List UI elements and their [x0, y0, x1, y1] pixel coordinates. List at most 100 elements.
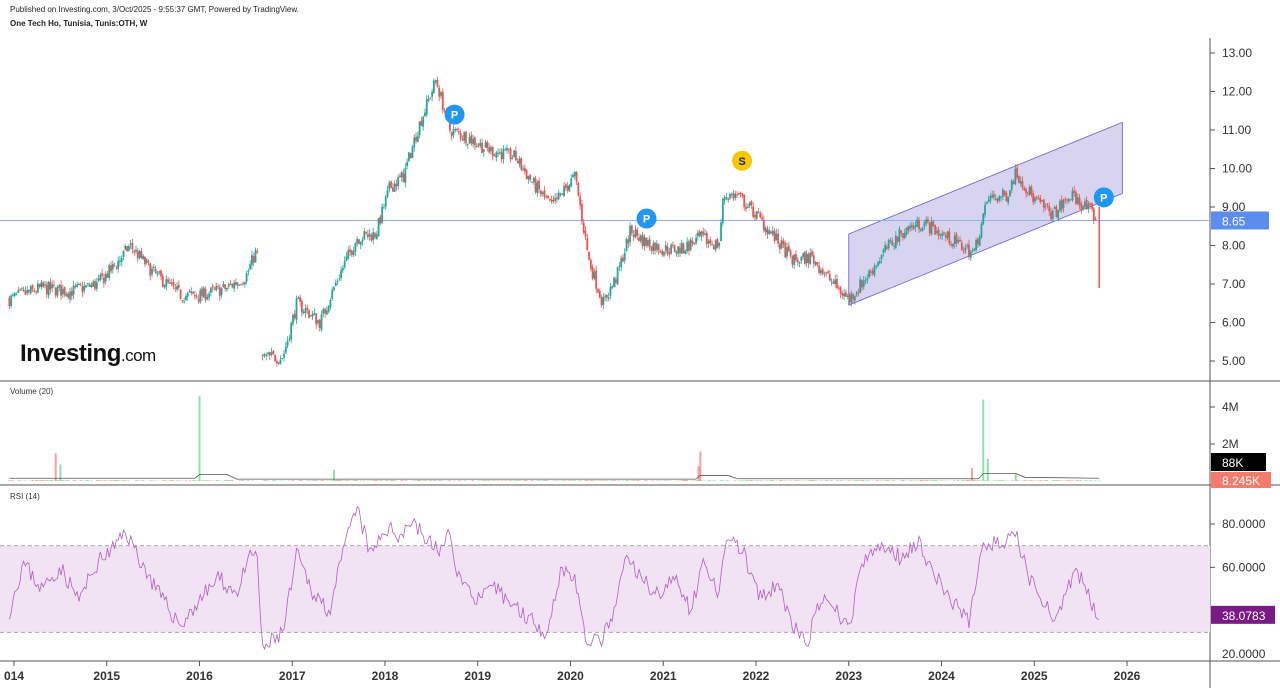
candle-body [13, 293, 16, 296]
candle-body [384, 196, 387, 207]
candle-body [158, 271, 161, 273]
x-tick-label: 2026 [1114, 669, 1141, 683]
candle-body [762, 219, 765, 231]
candle-body [718, 243, 721, 247]
volume-bar [1059, 480, 1061, 481]
candle-body [1026, 192, 1029, 194]
volume-bar [829, 480, 831, 481]
candle-body [564, 184, 567, 188]
volume-spike [54, 453, 57, 481]
candle-body [53, 284, 55, 287]
volume-bar [518, 480, 521, 481]
volume-bar [722, 480, 724, 481]
volume-bar [625, 480, 628, 481]
volume-bar [1085, 480, 1088, 481]
volume-bar [142, 480, 144, 481]
volume-bar [113, 480, 116, 481]
candle-body [290, 323, 293, 340]
candle-body [393, 183, 396, 193]
volume-bar [465, 480, 467, 481]
candle-body [466, 143, 469, 145]
candle-body [663, 251, 665, 256]
x-tick-label: 2021 [650, 669, 677, 683]
candle-body [195, 296, 198, 298]
volume-bar [707, 479, 710, 481]
volume-bar [584, 479, 587, 481]
candle-body [308, 310, 310, 318]
candle-body [484, 142, 487, 148]
candle-body [315, 313, 318, 325]
candle-body [654, 242, 656, 251]
y-tick-label: 5.00 [1222, 354, 1246, 368]
candle-body [1091, 203, 1093, 209]
candle-body [181, 300, 184, 302]
candle-body [265, 354, 268, 356]
candle-body [691, 240, 694, 244]
volume-bar [780, 480, 783, 481]
candle-body [866, 278, 869, 281]
volume-bar [659, 480, 662, 481]
candle-body [525, 169, 528, 179]
candle-body [111, 263, 114, 270]
volume-bar [375, 479, 378, 481]
volume-bar [613, 480, 615, 481]
candle-body [632, 234, 635, 237]
candle-body [894, 235, 897, 248]
candle-body [775, 233, 778, 240]
volume-bar [367, 480, 369, 481]
volume-bar [632, 479, 635, 481]
volume-bar [668, 480, 671, 481]
candle-body [645, 238, 648, 246]
candle-body [750, 201, 753, 206]
candle-body [473, 137, 476, 146]
x-tick-label: 2015 [93, 669, 120, 683]
candle-body [828, 274, 831, 281]
candle-body [1010, 180, 1013, 190]
candle-body [345, 256, 348, 261]
candle-body [311, 314, 314, 317]
volume-bar [779, 479, 781, 481]
candle-body [984, 204, 986, 215]
volume-bar [1071, 480, 1074, 481]
volume-bar [1028, 480, 1031, 481]
candle-body [1021, 181, 1024, 188]
candle-body [468, 137, 471, 144]
volume-bar [645, 479, 647, 481]
candle-body [855, 292, 858, 296]
volume-bar [372, 480, 375, 481]
candle-body [440, 92, 442, 96]
volume-bar [766, 480, 769, 481]
marker-p-icon [1093, 187, 1114, 208]
candle-body [477, 144, 480, 146]
candle-body [572, 174, 574, 178]
volume-bar [206, 480, 209, 481]
candle-body [1019, 181, 1022, 184]
volume-bar [17, 480, 20, 481]
candle-body [342, 267, 344, 271]
volume-bar [390, 479, 392, 481]
candle-body [90, 284, 93, 287]
candle-body [506, 148, 508, 151]
volume-bar [975, 480, 977, 481]
volume-bar [606, 480, 608, 481]
candle-body [948, 231, 951, 244]
candle-body [119, 260, 121, 262]
volume-bar [927, 480, 929, 481]
candle-body [1028, 186, 1031, 195]
candle-body [15, 294, 18, 296]
volume-bar [263, 480, 266, 481]
candle-body [252, 256, 255, 263]
candle-body [276, 360, 278, 364]
candle-body [359, 241, 362, 245]
candle-body [463, 132, 466, 141]
volume-bar [953, 480, 956, 481]
volume-bar [12, 480, 14, 481]
volume-bar [884, 480, 886, 481]
candle-body [529, 174, 532, 181]
candle-body [962, 251, 965, 253]
candle-body [886, 246, 888, 249]
x-tick-label: 2023 [835, 669, 862, 683]
candle-body [31, 284, 34, 289]
candle-body [593, 271, 596, 279]
